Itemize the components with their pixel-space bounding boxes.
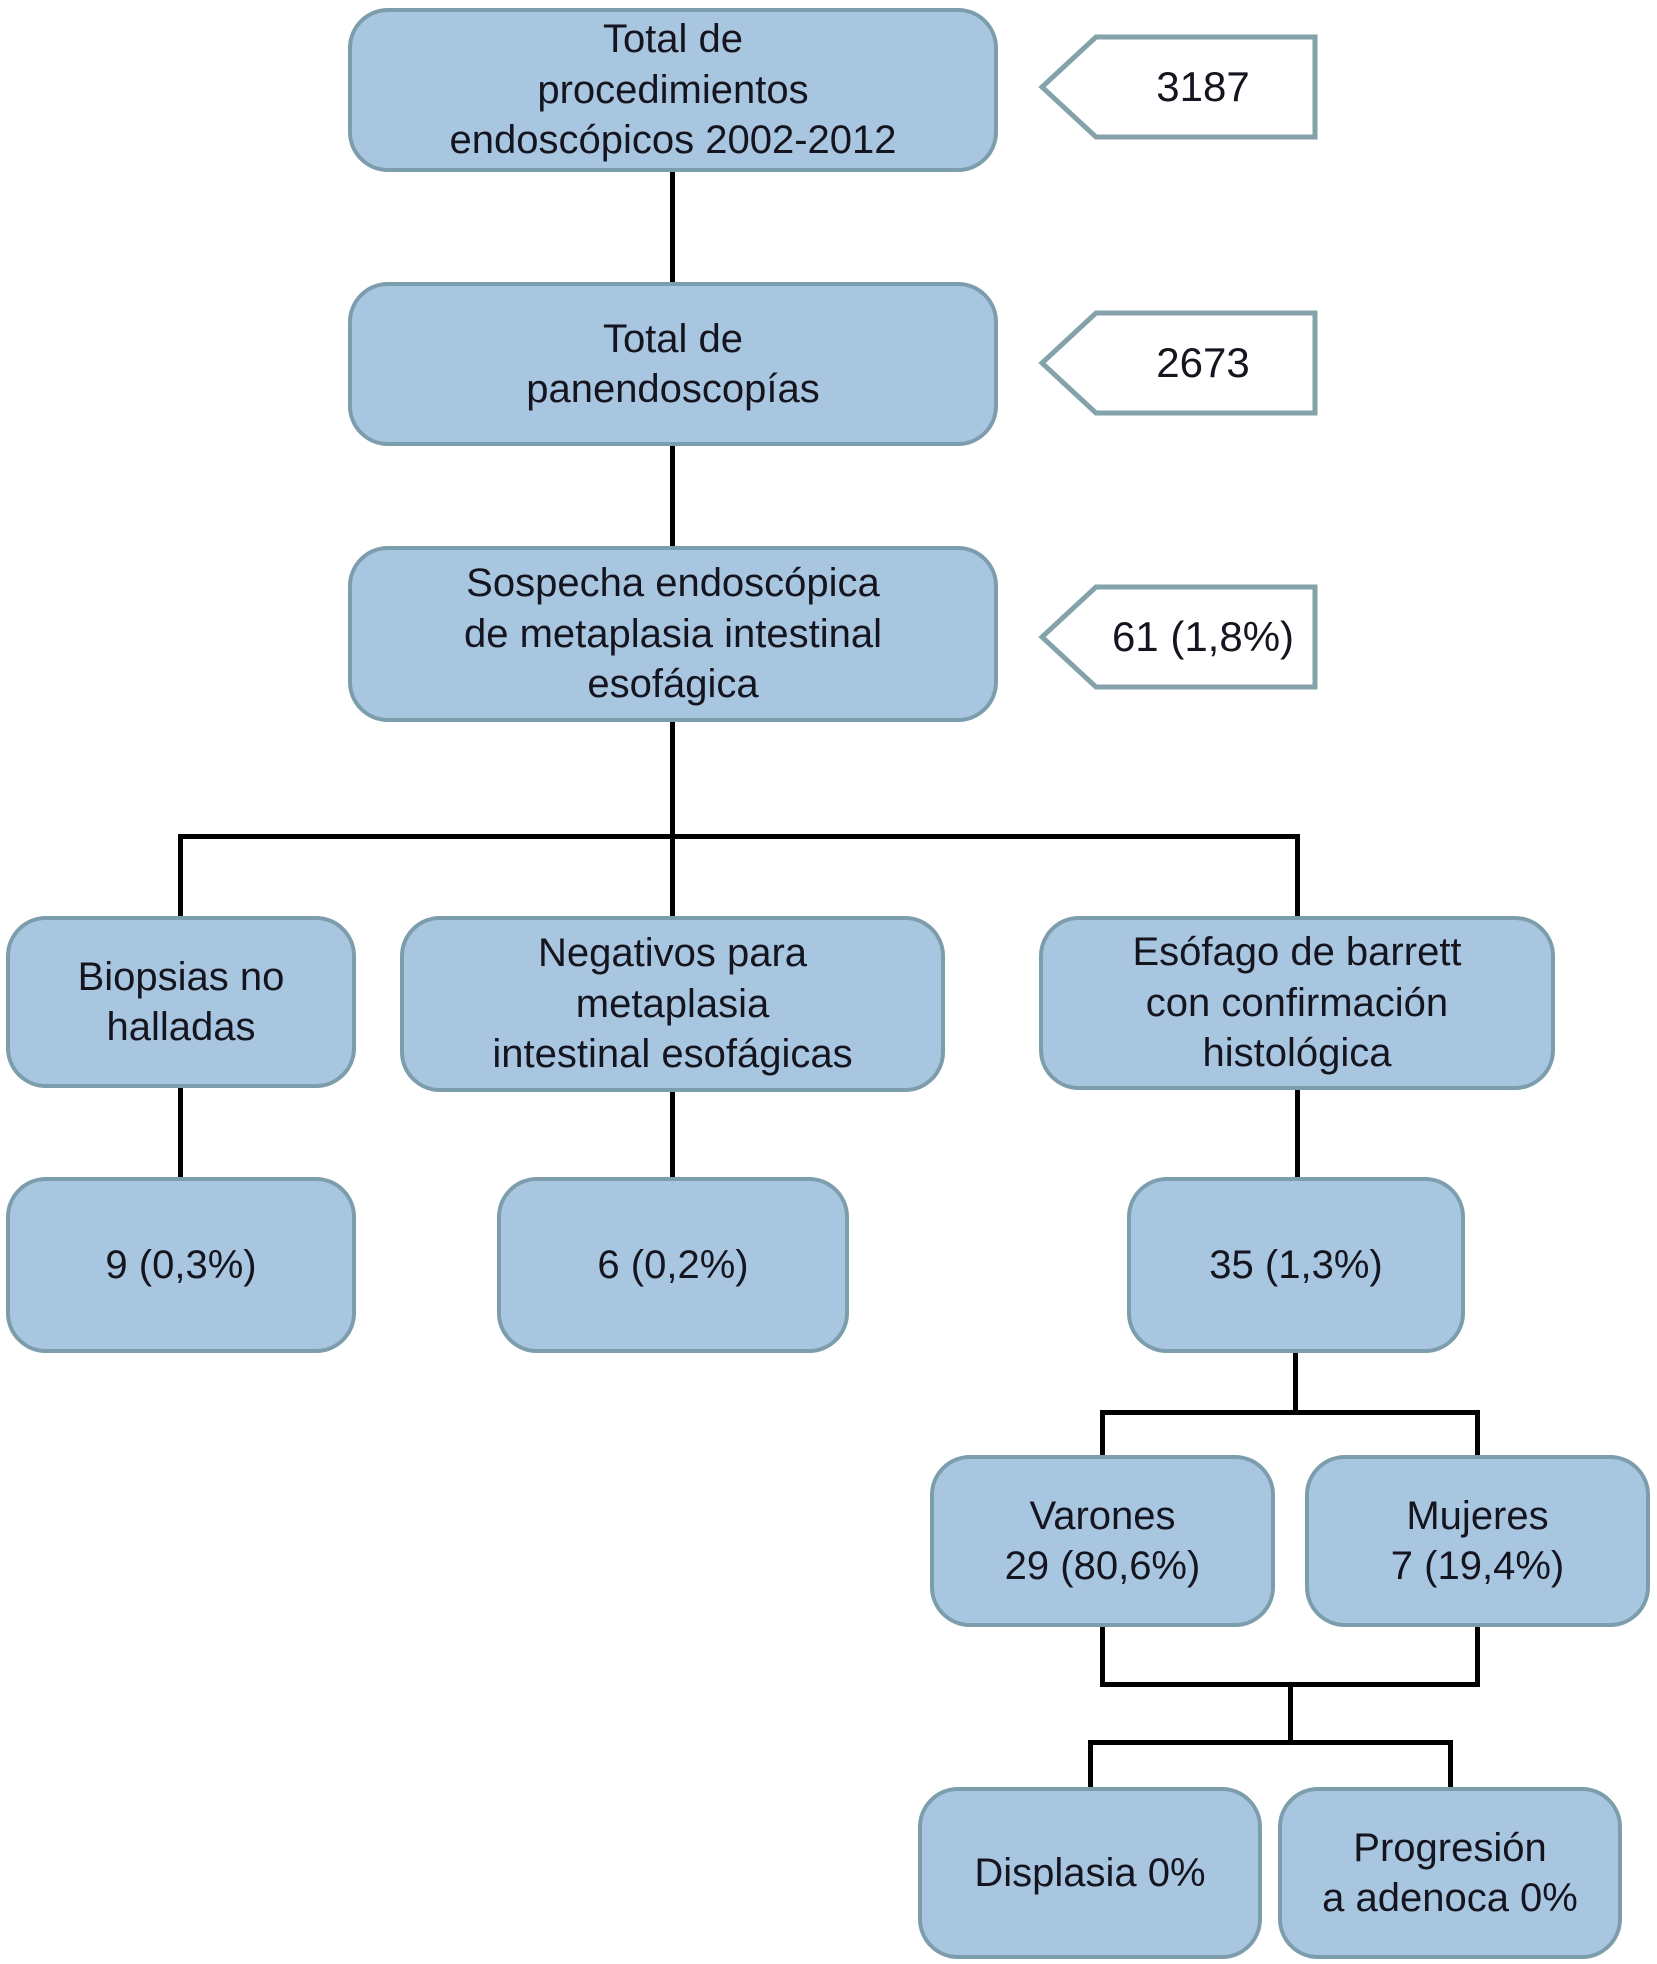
connector-barrett-to-result: [1295, 1086, 1300, 1180]
node-varones-label: Varones 29 (80,6%): [1004, 1493, 1201, 1588]
node-sospecha-metaplasia-label: Sospecha endoscópica de metaplasia intes…: [463, 561, 883, 707]
node-result-biopsias: 9 (0,3%): [6, 1177, 356, 1353]
connector-varones-down: [1100, 1625, 1105, 1687]
connector-split1-horizontal: [178, 834, 1300, 839]
node-progresion-adenoca: Progresión a adenoca 0%: [1278, 1787, 1622, 1959]
connector-sospecha-down: [670, 720, 675, 838]
node-negativos-metaplasia-label: Negativos para metaplasia intestinal eso…: [492, 931, 853, 1077]
pennant-left-arrow-shape: [1038, 34, 1318, 140]
connector-panendo-to-sospecha: [670, 444, 675, 549]
node-mujeres: Mujeres 7 (19,4%): [1305, 1455, 1650, 1627]
pennant-total-procedimientos-value: 3187: [1156, 63, 1250, 110]
node-displasia: Displasia 0%: [918, 1787, 1262, 1959]
node-sospecha-metaplasia: Sospecha endoscópica de metaplasia intes…: [348, 546, 998, 722]
connector-merge-down: [1288, 1682, 1293, 1744]
connector-biopsias-to-result: [178, 1086, 183, 1180]
connector-drop-biopsias: [178, 834, 183, 919]
node-total-procedimientos: Total de procedimientos endoscópicos 200…: [348, 8, 998, 172]
pennant-total-procedimientos: 3187: [1038, 34, 1318, 140]
pennant-total-panendoscopias: 2673: [1038, 310, 1318, 416]
node-total-panendoscopias-label: Total de panendoscopías: [526, 316, 820, 411]
connector-drop-negativos: [670, 834, 675, 919]
node-total-procedimientos-label: Total de procedimientos endoscópicos 200…: [449, 17, 897, 163]
node-progresion-adenoca-label: Progresión a adenoca 0%: [1322, 1825, 1578, 1920]
connector-proc-to-panendo: [670, 170, 675, 285]
pennant-total-panendoscopias-value: 2673: [1156, 339, 1250, 386]
pennant-sospecha-metaplasia-value: 61 (1,8%): [1111, 613, 1295, 660]
node-result-negativos-value: 6 (0,2%): [597, 1242, 749, 1287]
connector-drop-mujeres: [1475, 1410, 1480, 1458]
pennant-left-arrow-shape: [1038, 584, 1318, 690]
node-result-biopsias-value: 9 (0,3%): [105, 1242, 257, 1287]
connector-drop-varones: [1100, 1410, 1105, 1458]
node-esofago-barrett: Esófago de barrett con confirmación hist…: [1039, 916, 1555, 1090]
pennant-sospecha-metaplasia: 61 (1,8%): [1038, 584, 1318, 690]
node-varones: Varones 29 (80,6%): [930, 1455, 1275, 1627]
node-esofago-barrett-label: Esófago de barrett con confirmación hist…: [1132, 930, 1462, 1076]
connector-drop-progresion: [1448, 1740, 1453, 1790]
node-displasia-label: Displasia 0%: [974, 1850, 1206, 1895]
connector-split2-horizontal: [1100, 1410, 1480, 1415]
connector-drop-barrett: [1295, 834, 1300, 919]
node-result-barrett-value: 35 (1,3%): [1209, 1242, 1383, 1287]
connector-drop-displasia: [1088, 1740, 1093, 1790]
connector-mujeres-down: [1475, 1625, 1480, 1687]
node-result-barrett: 35 (1,3%): [1127, 1177, 1465, 1353]
connector-negativos-to-result: [670, 1086, 675, 1180]
connector-result35-down: [1293, 1351, 1298, 1414]
node-biopsias-no-halladas-label: Biopsias no halladas: [77, 954, 285, 1049]
connector-split3-horizontal: [1088, 1740, 1453, 1745]
node-total-panendoscopias: Total de panendoscopías: [348, 282, 998, 446]
node-biopsias-no-halladas: Biopsias no halladas: [6, 916, 356, 1088]
pennant-left-arrow-shape: [1038, 310, 1318, 416]
node-mujeres-label: Mujeres 7 (19,4%): [1390, 1493, 1565, 1588]
node-negativos-metaplasia: Negativos para metaplasia intestinal eso…: [400, 916, 945, 1092]
node-result-negativos: 6 (0,2%): [497, 1177, 849, 1353]
